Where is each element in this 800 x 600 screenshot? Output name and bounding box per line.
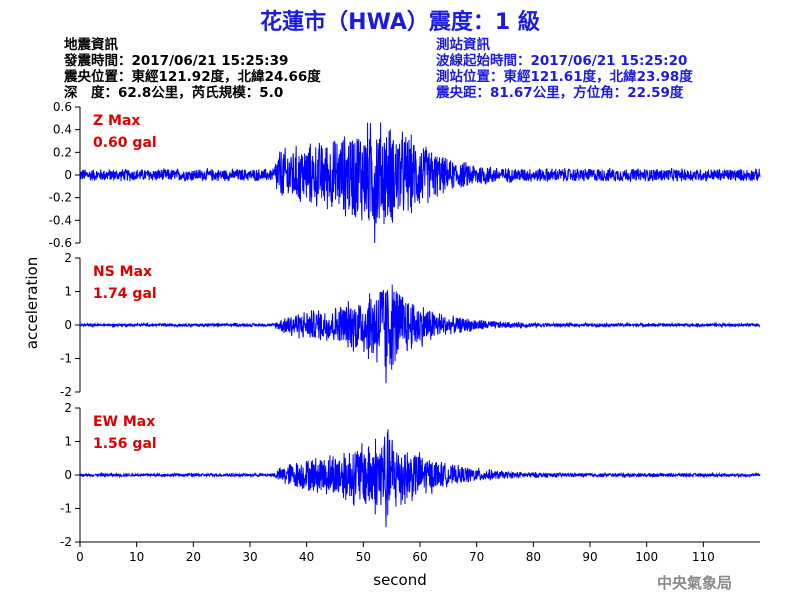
station-location: 測站位置：東經121.61度，北緯23.98度	[436, 69, 693, 85]
y-tick-label: 0.6	[53, 100, 72, 114]
max-label-ew: EW Max	[93, 414, 155, 430]
epicenter-location: 震央位置：東經121.92度，北緯24.66度	[64, 69, 321, 85]
station-info-heading: 測站資訊	[436, 37, 490, 53]
x-tick-label: 90	[582, 550, 597, 564]
y-tick-label: 2	[64, 401, 72, 415]
y-tick-label: 0	[64, 318, 72, 332]
station-info-block: 測站資訊 波線起始時間：2017/06/21 15:25:20 測站位置：東經1…	[436, 37, 693, 101]
agency-credit: 中央氣象局	[657, 574, 733, 592]
max-value-ns: 1.74 gal	[93, 286, 157, 302]
max-value-ew: 1.56 gal	[93, 436, 157, 452]
y-tick-label: -0.4	[49, 213, 72, 227]
x-tick-label: 20	[186, 550, 201, 564]
waveform-z	[79, 122, 761, 244]
x-tick-label: 10	[129, 550, 144, 564]
x-tick-label: 50	[356, 550, 371, 564]
x-tick-label: 30	[242, 550, 257, 564]
y-tick-label: -0.6	[49, 236, 72, 250]
quake-info-heading: 地震資訊	[64, 37, 118, 53]
max-label-z: Z Max	[93, 113, 140, 129]
x-tick-label: 70	[469, 550, 484, 564]
y-tick-label: 0	[64, 168, 72, 182]
x-tick-label: 110	[692, 550, 715, 564]
y-tick-label: -1	[60, 352, 72, 366]
quake-info-block: 地震資訊 發震時間：2017/06/21 15:25:39 震央位置：東經121…	[64, 37, 321, 101]
x-tick-label: 60	[412, 550, 427, 564]
origin-time: 發震時間：2017/06/21 15:25:39	[64, 53, 289, 69]
y-tick-label: -1	[60, 502, 72, 516]
chart-title: 花蓮市（HWA）震度：1 級	[260, 10, 540, 35]
y-tick-label: 2	[64, 251, 72, 265]
x-tick-label: 100	[635, 550, 658, 564]
waveform-ns	[79, 284, 761, 384]
x-tick-label: 40	[299, 550, 314, 564]
max-value-z: 0.60 gal	[93, 135, 157, 151]
y-axis-label: acceleration	[23, 257, 41, 349]
y-tick-label: 1	[64, 285, 72, 299]
y-tick-label: -2	[60, 535, 72, 549]
x-axis-label: second	[373, 571, 427, 589]
x-tick-label: 80	[526, 550, 541, 564]
y-tick-label: 0.2	[53, 145, 72, 159]
y-tick-label: 0.4	[53, 123, 72, 137]
max-label-ns: NS Max	[93, 264, 152, 280]
x-tick-label: 0	[76, 550, 84, 564]
distance-azimuth: 震央距：81.67公里，方位角：22.59度	[436, 85, 684, 101]
y-tick-label: -2	[60, 385, 72, 399]
depth-magnitude: 深 度：62.8公里，芮氏規模：5.0	[64, 85, 284, 101]
y-tick-label: 1	[64, 435, 72, 449]
y-tick-label: -0.2	[49, 191, 72, 205]
y-tick-label: 0	[64, 468, 72, 482]
waveform-ew	[79, 429, 761, 528]
wave-start-time: 波線起始時間：2017/06/21 15:25:20	[436, 53, 688, 69]
